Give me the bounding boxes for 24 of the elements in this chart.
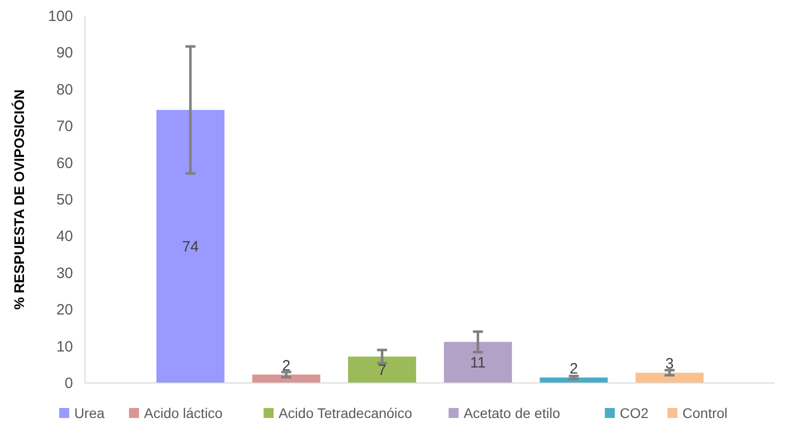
data-label: 74 [182, 238, 199, 256]
y-tick-label: 100 [48, 8, 73, 25]
legend-label: Acido Tetradecanóico [278, 405, 412, 421]
y-tick-label: 90 [56, 44, 73, 62]
legend-label: CO2 [620, 405, 649, 421]
data-label: 2 [282, 358, 290, 375]
y-tick-label: 10 [56, 338, 73, 356]
y-tick-label: 40 [56, 228, 73, 246]
data-label: 11 [470, 354, 486, 372]
data-label: 7 [378, 362, 386, 379]
y-tick-label: 60 [56, 154, 73, 172]
legend-label: Acetato de etilo [464, 405, 560, 421]
y-tick-label: 20 [56, 302, 73, 319]
y-axis-title: % RESPUESTA DE OVIPOSICIÓN [11, 89, 27, 310]
legend-label: Urea [74, 405, 105, 421]
legend-label: Acido láctico [144, 405, 223, 421]
data-label: 2 [570, 360, 578, 378]
y-tick-label: 70 [56, 118, 73, 136]
y-tick-label: 80 [56, 81, 73, 98]
data-label: 3 [665, 356, 674, 373]
y-tick-label: 50 [56, 192, 73, 208]
y-tick-label: 0 [64, 375, 73, 392]
y-tick-label: 30 [56, 264, 73, 282]
legend-label: Control [682, 405, 728, 421]
